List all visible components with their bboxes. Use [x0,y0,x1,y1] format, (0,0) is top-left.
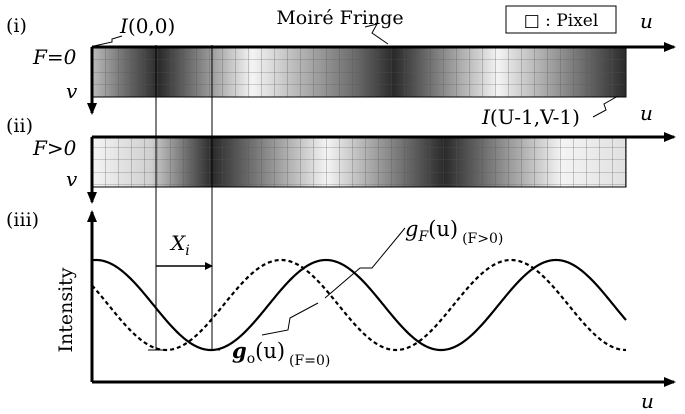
intensity-label: Intensity [55,267,77,352]
leader-gf [324,227,406,299]
u-label-i: u [640,9,653,33]
pixel-strip-f0 [91,46,627,98]
pixel-legend-box [505,5,617,34]
pixel-legend: □ : Pixel [524,11,599,31]
v-label-i: v [66,79,78,103]
shift-label: Xi [169,231,190,259]
u-label-iii: u [641,389,654,413]
pixel-end-label: I(U-1,V-1) [481,105,580,129]
curve-g-o-label: go(u) (F=0) [232,338,330,369]
leader-moire [364,23,389,45]
curve-g-o [91,258,627,352]
panel-label-ii: (ii) [6,115,33,137]
panel-label-iii: (iii) [6,209,39,231]
pixel-origin-label: I(0,0) [119,14,175,38]
leader-iend [592,95,619,118]
curve-g-f-label: gF(u) (F>0) [405,217,503,247]
leader-i00 [93,35,123,47]
panel-label-i: (i) [6,15,27,37]
pixel-strip-fgt0 [91,136,627,188]
curve-g-f [91,258,627,352]
f-positive-label: F>0 [32,136,77,160]
v-label-ii: v [66,167,78,191]
f-zero-label: F=0 [32,45,77,69]
moire-fringe-label: Moiré Fringe [276,7,403,29]
u-label-ii: u [640,101,653,125]
leader-go [261,302,319,336]
